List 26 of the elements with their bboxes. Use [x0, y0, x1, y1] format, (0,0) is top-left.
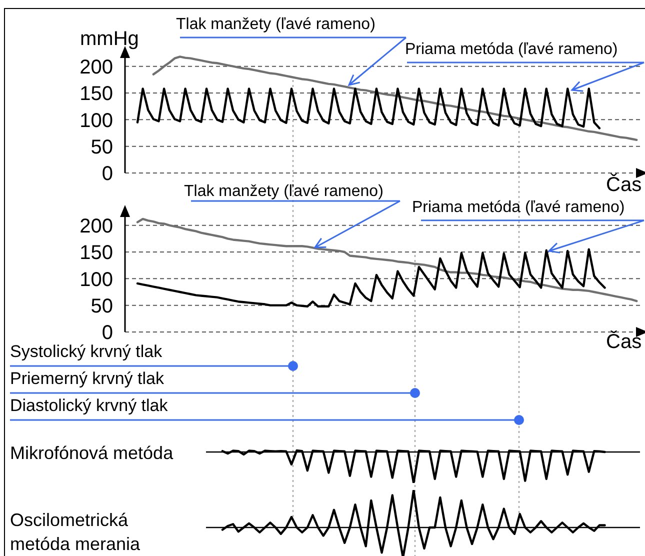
text: Diastolický krvný tlak: [10, 396, 168, 416]
text: Priama metóda (ľavé rameno): [412, 199, 625, 217]
x-axis-title: Čas: [606, 331, 642, 354]
y-tick-label: 50: [90, 136, 113, 158]
text: Priemerný krvný tlak: [10, 369, 164, 389]
y-tick-label: 100: [80, 110, 113, 132]
y-tick-label: 150: [80, 242, 113, 264]
y-tick-label: 200: [80, 215, 113, 238]
line-series: [136, 248, 606, 308]
line-series: [136, 218, 638, 302]
x-axis-title: Čas: [606, 174, 642, 197]
series-label: Tlak manžety (ľavé rameno): [184, 183, 384, 201]
line-series: [136, 88, 601, 130]
series-label: Priama metóda (ľavé rameno): [405, 41, 618, 59]
y-tick-label: 200: [80, 56, 113, 78]
line-series: [152, 56, 638, 142]
y-tick-label: 50: [90, 295, 113, 318]
y-axis-title: Oscilometrická metóda merania: [10, 509, 142, 556]
y-tick-label: 150: [80, 83, 113, 106]
series-label: Tlak manžety (ľavé rameno): [176, 16, 376, 34]
y-tick-label: 0: [102, 322, 113, 344]
y-axis-title: Mikrofónová metóda: [10, 442, 174, 465]
text: Systolický krvný tlak: [10, 342, 162, 362]
y-axis-title: mmHg: [80, 28, 139, 51]
y-tick-label: 0: [102, 163, 113, 186]
y-tick-label: 100: [80, 268, 113, 291]
